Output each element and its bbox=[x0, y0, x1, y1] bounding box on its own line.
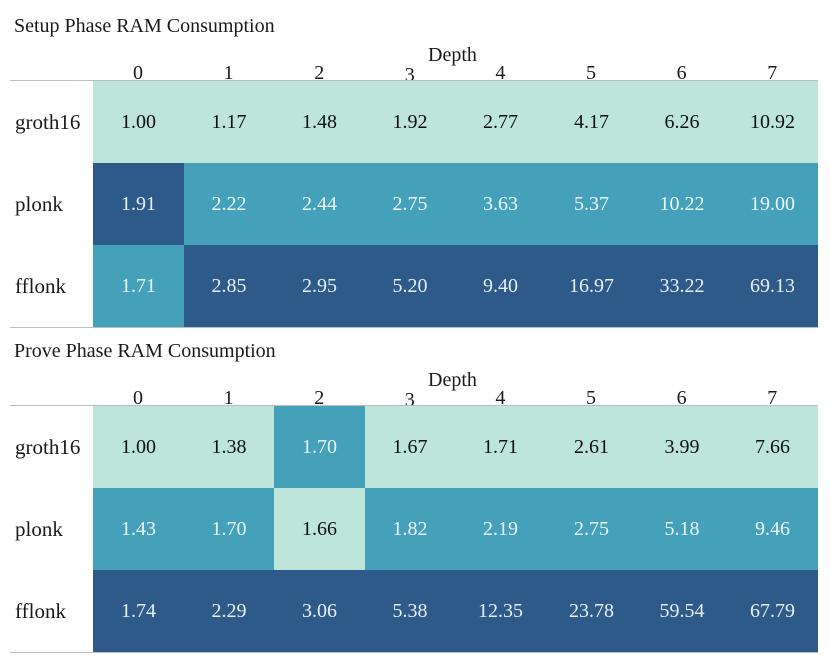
heatmap-cell: 7.66 bbox=[727, 406, 818, 488]
heatmap-cell: 1.82 bbox=[365, 488, 455, 570]
x-tick-label: 4 bbox=[495, 62, 506, 84]
heatmap-cell: 1.00 bbox=[93, 406, 184, 488]
x-tick-label: 5 bbox=[586, 387, 596, 409]
heatmap-cell: 3.06 bbox=[274, 570, 365, 652]
x-tick-label: 2 bbox=[314, 62, 325, 84]
top-rule bbox=[10, 405, 818, 406]
heatmap-cell: 3.99 bbox=[637, 406, 727, 488]
x-tick-label: 3 bbox=[404, 64, 415, 86]
heatmap-cell: 2.19 bbox=[455, 488, 546, 570]
heatmap-cell: 1.43 bbox=[93, 488, 184, 570]
heatmap-cell: 1.70 bbox=[184, 488, 274, 570]
heatmap-cell: 67.79 bbox=[727, 570, 818, 652]
x-tick-label: 0 bbox=[133, 62, 143, 84]
heatmap-cell: 6.26 bbox=[637, 81, 727, 163]
heatmap-cell: 5.20 bbox=[365, 245, 455, 327]
heatmap-cell: 1.91 bbox=[93, 163, 184, 245]
heatmap-cell: 5.38 bbox=[365, 570, 455, 652]
heatmap-cell: 10.22 bbox=[637, 163, 727, 245]
heatmap-cell: 2.44 bbox=[274, 163, 365, 245]
x-tick-label: 7 bbox=[767, 387, 778, 409]
heatmap-cell: 2.29 bbox=[184, 570, 274, 652]
x-tick-label: 5 bbox=[586, 62, 596, 84]
heatmap-cell: 5.37 bbox=[546, 163, 637, 245]
heatmap-cell: 3.63 bbox=[455, 163, 546, 245]
heatmap-cell: 12.35 bbox=[455, 570, 546, 652]
heatmap-cell: 2.95 bbox=[274, 245, 365, 327]
heatmap-cell: 1.66 bbox=[274, 488, 365, 570]
heatmap-cell: 4.17 bbox=[546, 81, 637, 163]
heatmap-cell: 1.00 bbox=[93, 81, 184, 163]
bottom-rule bbox=[10, 652, 818, 653]
row-label-groth16: groth16 bbox=[15, 110, 81, 134]
heatmap-cell: 2.75 bbox=[546, 488, 637, 570]
heatmap-cell: 2.61 bbox=[546, 406, 637, 488]
heatmap-cell: 19.00 bbox=[727, 163, 818, 245]
x-tick-label: 7 bbox=[767, 62, 778, 84]
heatmap-cell: 1.48 bbox=[274, 81, 365, 163]
heatmap-cell: 59.54 bbox=[637, 570, 727, 652]
x-tick-label: 2 bbox=[314, 387, 325, 409]
x-tick-label: 6 bbox=[676, 62, 687, 84]
x-tick-label: 4 bbox=[495, 387, 506, 409]
x-tick-label: 3 bbox=[404, 389, 415, 411]
heatmap-cell: 1.74 bbox=[93, 570, 184, 652]
heatmap-cell: 33.22 bbox=[637, 245, 727, 327]
row-label-plonk: plonk bbox=[15, 517, 63, 541]
heatmap-cell: 2.75 bbox=[365, 163, 455, 245]
row-label-fflonk: fflonk bbox=[15, 274, 66, 298]
heatmap-cell: 1.67 bbox=[365, 406, 455, 488]
x-tick-label: 6 bbox=[676, 387, 687, 409]
x-tick-label: 1 bbox=[223, 387, 234, 409]
row-label-plonk: plonk bbox=[15, 192, 63, 216]
x-axis-title: Depth bbox=[428, 44, 477, 66]
heatmap-cell: 1.17 bbox=[184, 81, 274, 163]
heatmap-cell: 2.22 bbox=[184, 163, 274, 245]
heatmap-cell: 9.40 bbox=[455, 245, 546, 327]
row-label-fflonk: fflonk bbox=[15, 599, 66, 623]
heatmap-cell: 5.18 bbox=[637, 488, 727, 570]
heatmap-cell: 9.46 bbox=[727, 488, 818, 570]
heatmap-cell: 1.38 bbox=[184, 406, 274, 488]
heatmap-cell: 1.70 bbox=[274, 406, 365, 488]
x-tick-label: 0 bbox=[133, 387, 143, 409]
row-label-groth16: groth16 bbox=[15, 435, 81, 459]
heatmap-cell: 23.78 bbox=[546, 570, 637, 652]
heatmap-cell: 1.92 bbox=[365, 81, 455, 163]
heatmap-cell: 10.92 bbox=[727, 81, 818, 163]
heatmap-cell: 1.71 bbox=[93, 245, 184, 327]
x-tick-label: 1 bbox=[223, 62, 234, 84]
heatmap-cell: 2.85 bbox=[184, 245, 274, 327]
heatmap-cell: 16.97 bbox=[546, 245, 637, 327]
bottom-rule bbox=[10, 327, 818, 328]
heatmap-cell: 2.77 bbox=[455, 81, 546, 163]
heatmap-cell: 1.71 bbox=[455, 406, 546, 488]
heatmap-title: Setup Phase RAM Consumption bbox=[14, 15, 275, 37]
x-axis-title: Depth bbox=[428, 369, 477, 391]
heatmap-title: Prove Phase RAM Consumption bbox=[14, 340, 276, 362]
top-rule bbox=[10, 80, 818, 81]
heatmap-cell: 69.13 bbox=[727, 245, 818, 327]
